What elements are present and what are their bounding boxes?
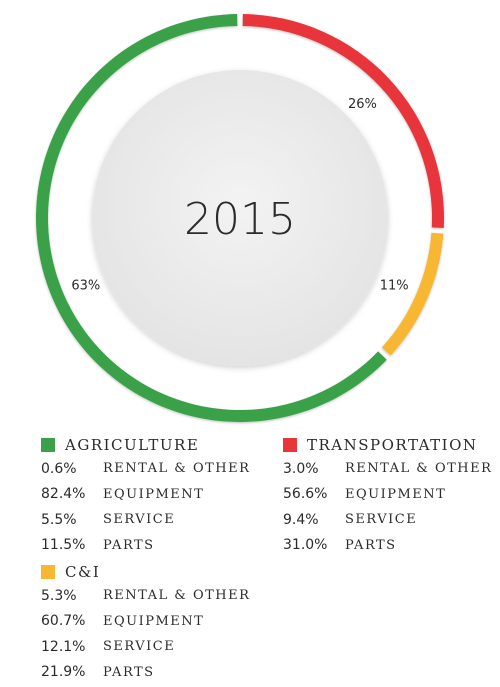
slice-value-label: 63% [71, 279, 100, 294]
legend-label: RENTAL & OTHER [345, 461, 493, 477]
legend-label: SERVICE [103, 639, 176, 655]
legend-title: AGRICULTURE [65, 436, 200, 454]
legend-row: 60.7% EQUIPMENT [41, 609, 250, 635]
legend-label: RENTAL & OTHER [103, 588, 251, 604]
legend-value: 5.5% [41, 511, 77, 528]
legend-value: 12.1% [41, 638, 86, 655]
legend-row: 12.1% SERVICE [41, 634, 250, 660]
ci-swatch [41, 565, 55, 579]
legend-ci: C&I 5.3% RENTAL & OTHER 60.7% EQUIPMENT 12… [41, 561, 250, 685]
legend-row: 0.6% RENTAL & OTHER [41, 456, 250, 482]
legend-value: 56.6% [283, 486, 328, 503]
legend-value: 21.9% [41, 664, 86, 681]
legend-value: 31.0% [283, 537, 328, 554]
legend-label: EQUIPMENT [345, 486, 447, 502]
legend-row: 11.5% PARTS [41, 533, 250, 559]
legend-row: 9.4% SERVICE [283, 507, 492, 533]
legend-label: PARTS [103, 664, 155, 680]
legend-value: 11.5% [41, 537, 86, 554]
legend-title: TRANSPORTATION [307, 436, 478, 454]
legend-label: EQUIPMENT [103, 613, 205, 629]
legend-row: 3.0% RENTAL & OTHER [283, 456, 492, 482]
legend-label: PARTS [345, 537, 397, 553]
transportation-swatch [283, 438, 297, 452]
legend-row: 5.3% RENTAL & OTHER [41, 583, 250, 609]
legend-row: 31.0% PARTS [283, 533, 492, 559]
legend-transportation: TRANSPORTATION 3.0% RENTAL & OTHER 56.6% E… [283, 434, 492, 558]
legend-value: 5.3% [41, 587, 77, 604]
legend-label: RENTAL & OTHER [103, 461, 251, 477]
legend-title: C&I [65, 563, 101, 581]
legend-label: SERVICE [345, 512, 418, 528]
slice-value-label: 26% [348, 97, 377, 112]
center-label: 2015 [184, 194, 296, 245]
legend-agriculture: AGRICULTURE 0.6% RENTAL & OTHER 82.4% EQUI… [41, 434, 250, 558]
legend-label: SERVICE [103, 512, 176, 528]
slice-agriculture [36, 14, 387, 422]
legend-value: 3.0% [283, 460, 319, 477]
legend-label: PARTS [103, 537, 155, 553]
legend-label: EQUIPMENT [103, 486, 205, 502]
slice-c-i [381, 232, 444, 356]
slice-value-label: 11% [380, 279, 409, 294]
legend-row: 56.6% EQUIPMENT [283, 482, 492, 508]
legend-row: 5.5% SERVICE [41, 507, 250, 533]
donut-chart: 2015 26% 11% 63% [36, 14, 444, 422]
legend-value: 60.7% [41, 613, 86, 630]
legend-row: 21.9% PARTS [41, 660, 250, 686]
agriculture-swatch [41, 438, 55, 452]
legend-value: 0.6% [41, 460, 77, 477]
legend-row: 82.4% EQUIPMENT [41, 482, 250, 508]
legend-value: 82.4% [41, 486, 86, 503]
legend-value: 9.4% [283, 511, 319, 528]
donut-center [92, 70, 388, 366]
